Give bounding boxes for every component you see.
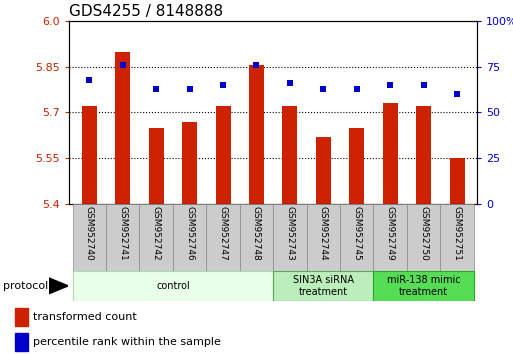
- Bar: [173, 204, 206, 271]
- Text: GSM952751: GSM952751: [452, 206, 462, 261]
- Text: GDS4255 / 8148888: GDS4255 / 8148888: [69, 4, 223, 19]
- Bar: [349, 127, 364, 204]
- Text: transformed count: transformed count: [33, 312, 136, 321]
- Text: GSM952747: GSM952747: [219, 206, 228, 261]
- Text: GSM952744: GSM952744: [319, 206, 328, 261]
- Text: protocol: protocol: [3, 281, 48, 291]
- Bar: [73, 271, 273, 301]
- Text: GSM952749: GSM952749: [386, 206, 394, 261]
- Bar: [407, 204, 440, 271]
- Bar: [149, 127, 164, 204]
- Text: GSM952745: GSM952745: [352, 206, 361, 261]
- Bar: [282, 106, 298, 204]
- Bar: [106, 204, 140, 271]
- Text: GSM952742: GSM952742: [152, 206, 161, 261]
- Text: GSM952740: GSM952740: [85, 206, 94, 261]
- Bar: [273, 204, 307, 271]
- Bar: [440, 204, 473, 271]
- Text: GSM952746: GSM952746: [185, 206, 194, 261]
- Text: SIN3A siRNA
treatment: SIN3A siRNA treatment: [293, 275, 354, 297]
- Bar: [340, 204, 373, 271]
- Bar: [115, 52, 130, 204]
- Bar: [307, 204, 340, 271]
- Text: GSM952748: GSM952748: [252, 206, 261, 261]
- Bar: [140, 204, 173, 271]
- Bar: [249, 65, 264, 204]
- Bar: [73, 204, 106, 271]
- Bar: [383, 103, 398, 204]
- Bar: [15, 333, 28, 352]
- Text: GSM952741: GSM952741: [118, 206, 127, 261]
- Bar: [206, 204, 240, 271]
- Bar: [416, 106, 431, 204]
- Bar: [449, 158, 465, 204]
- Text: miR-138 mimic
treatment: miR-138 mimic treatment: [387, 275, 460, 297]
- Bar: [182, 121, 197, 204]
- Text: control: control: [156, 281, 190, 291]
- Bar: [240, 204, 273, 271]
- Bar: [215, 106, 230, 204]
- Polygon shape: [49, 278, 68, 294]
- Text: GSM952750: GSM952750: [419, 206, 428, 261]
- Bar: [373, 271, 473, 301]
- Bar: [82, 106, 97, 204]
- Bar: [373, 204, 407, 271]
- Bar: [15, 308, 28, 326]
- Bar: [273, 271, 373, 301]
- Bar: [316, 137, 331, 204]
- Text: percentile rank within the sample: percentile rank within the sample: [33, 337, 221, 347]
- Text: GSM952743: GSM952743: [285, 206, 294, 261]
